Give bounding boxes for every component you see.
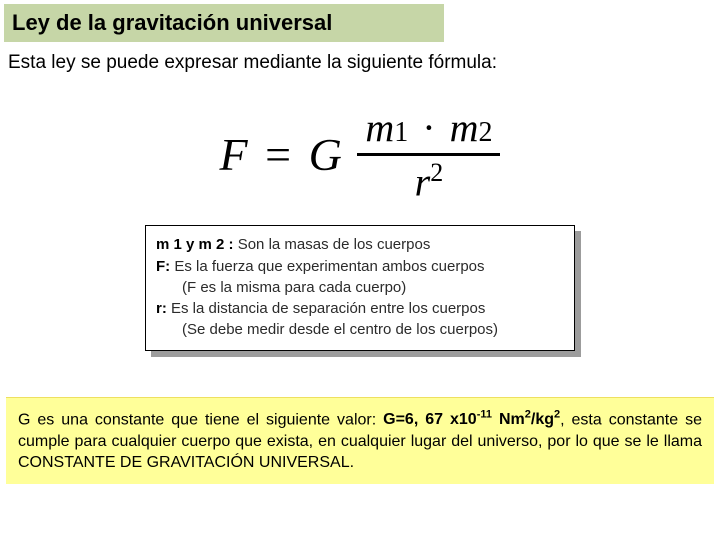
footer-pre: G es una constante que tiene el siguient… bbox=[18, 411, 383, 428]
formula-dot: · bbox=[422, 105, 435, 150]
formula-m1-sub: 1 bbox=[394, 117, 408, 148]
page-title: Ley de la gravitación universal bbox=[12, 10, 332, 35]
formula: F = G m1 · m2 r2 bbox=[220, 104, 501, 205]
def-distance-label: r: bbox=[156, 300, 167, 317]
formula-m1: m bbox=[365, 105, 394, 150]
formula-m2: m bbox=[450, 105, 479, 150]
subtitle: Esta ley se puede expresar mediante la s… bbox=[8, 52, 712, 74]
footer-const-main: G=6, 67 x10 bbox=[383, 411, 477, 428]
formula-numerator: m1 · m2 bbox=[357, 104, 500, 156]
formula-equals: = bbox=[265, 129, 291, 180]
footer-constant: G=6, 67 x10-11 Nm2/kg2 bbox=[383, 411, 560, 428]
def-mass-text: Son la masas de los cuerpos bbox=[234, 236, 431, 253]
formula-denominator: r2 bbox=[357, 156, 500, 205]
def-distance: r: Es la distancia de separación entre l… bbox=[156, 299, 564, 319]
footer-const-unit1: Nm bbox=[492, 411, 525, 428]
definitions-box: m 1 y m 2 : Son la masas de los cuerpos … bbox=[145, 225, 575, 350]
formula-r: r bbox=[415, 159, 431, 204]
def-mass-label: m 1 y m 2 : bbox=[156, 236, 234, 253]
formula-F: F bbox=[220, 129, 248, 180]
footer-const-unit2: /kg bbox=[531, 411, 554, 428]
definitions-container: m 1 y m 2 : Son la masas de los cuerpos … bbox=[145, 225, 575, 350]
footer-box: G es una constante que tiene el siguient… bbox=[6, 397, 714, 484]
def-force-label: F: bbox=[156, 258, 170, 275]
def-distance-text: Es la distancia de separación entre los … bbox=[167, 300, 486, 317]
title-bar: Ley de la gravitación universal bbox=[4, 4, 444, 42]
formula-block: F = G m1 · m2 r2 bbox=[0, 104, 720, 205]
def-force-text: Es la fuerza que experimentan ambos cuer… bbox=[170, 258, 484, 275]
def-mass: m 1 y m 2 : Son la masas de los cuerpos bbox=[156, 235, 564, 255]
formula-fraction: m1 · m2 r2 bbox=[357, 104, 500, 205]
def-distance-note: (Se debe medir desde el centro de los cu… bbox=[156, 320, 564, 340]
formula-m2-sub: 2 bbox=[478, 117, 492, 148]
def-force: F: Es la fuerza que experimentan ambos c… bbox=[156, 257, 564, 277]
formula-r-exp: 2 bbox=[430, 158, 443, 187]
def-force-note: (F es la misma para cada cuerpo) bbox=[156, 278, 564, 298]
footer-const-exp: -11 bbox=[477, 409, 492, 421]
formula-G: G bbox=[309, 129, 342, 180]
